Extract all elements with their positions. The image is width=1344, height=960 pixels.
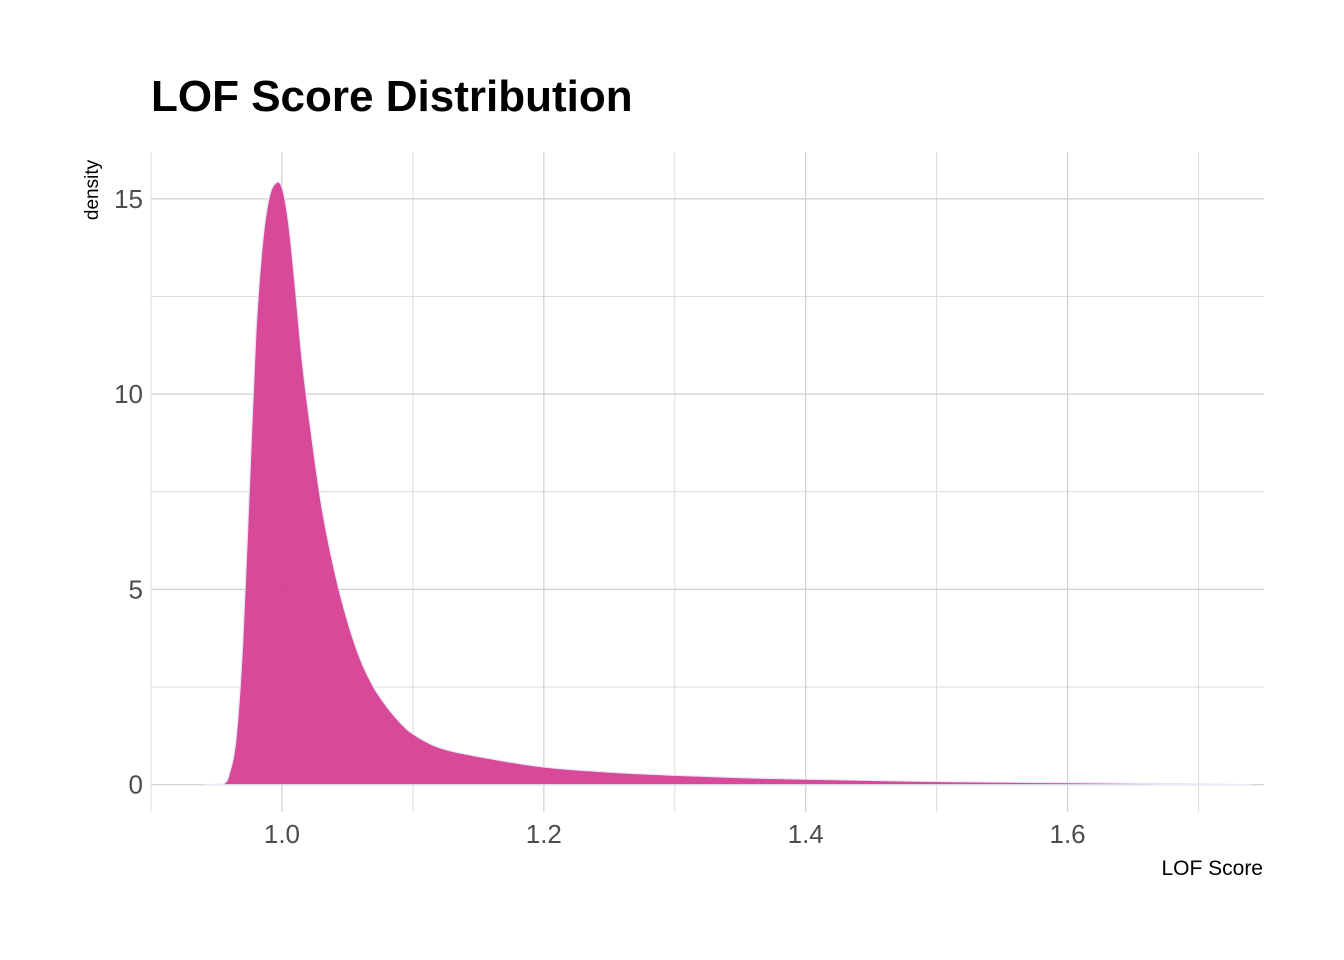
x-tick-label: 1.0	[264, 819, 300, 849]
x-tick-label: 1.2	[526, 819, 562, 849]
x-tick-label: 1.6	[1050, 819, 1086, 849]
y-tick-label: 10	[114, 379, 143, 409]
y-tick-label: 0	[129, 770, 143, 800]
x-axis-title: LOF Score	[1161, 857, 1263, 880]
chart-title: LOF Score Distribution	[151, 72, 633, 121]
density-area-layer	[203, 181, 1251, 786]
density-area	[203, 181, 1251, 786]
y-tick-label: 15	[114, 184, 143, 214]
x-tick-label: 1.4	[788, 819, 824, 849]
tick-labels: 1.0 1.2 1.4 1.6 0 5 10 15	[114, 184, 1086, 849]
y-tick-label: 5	[129, 574, 143, 604]
y-axis-title: density	[82, 159, 103, 220]
